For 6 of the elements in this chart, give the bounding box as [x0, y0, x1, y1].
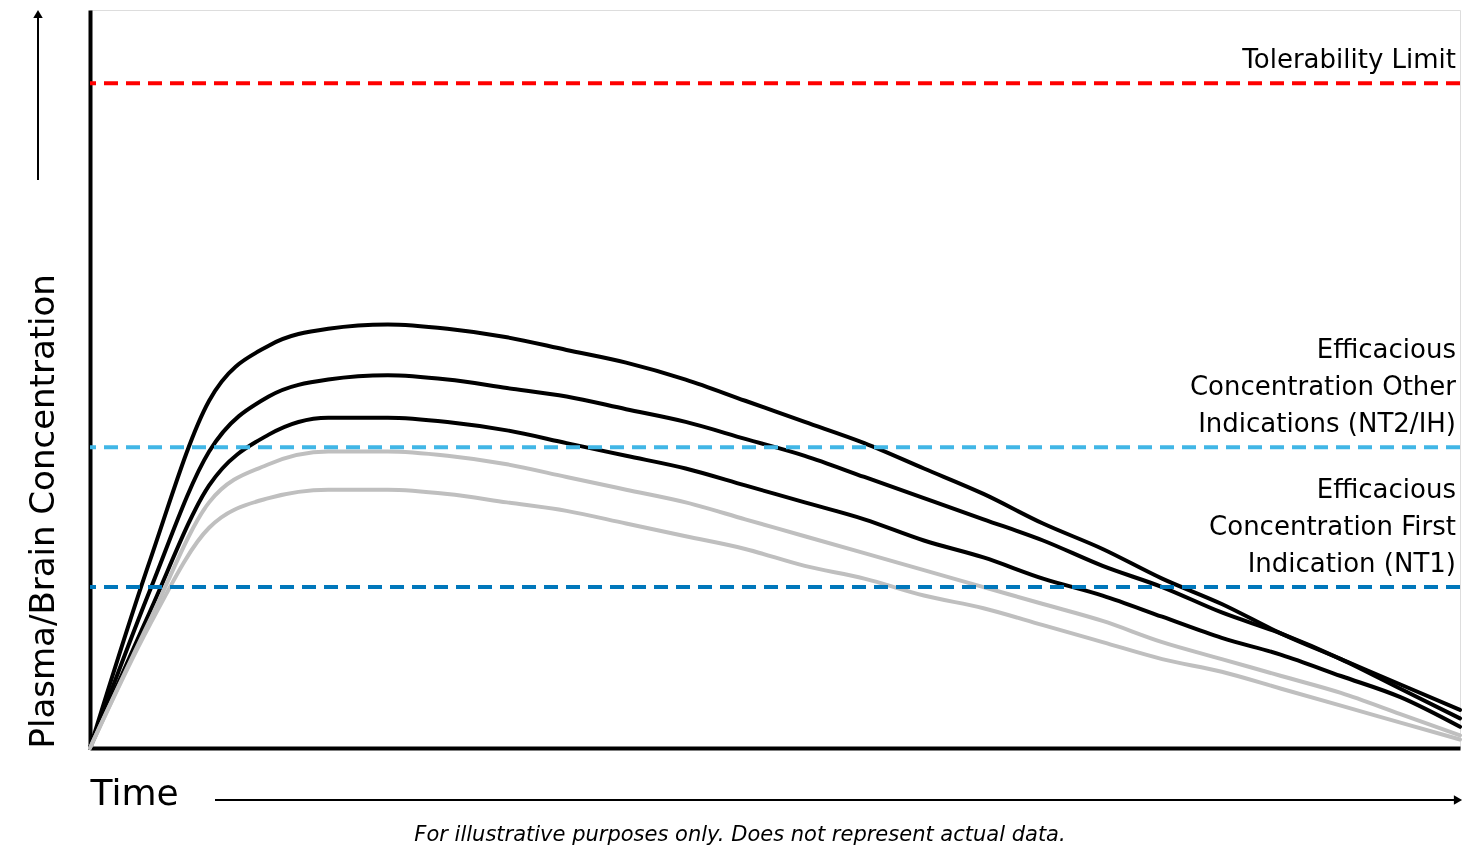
text: For illustrative purposes only. Does not represent actual data. [414, 822, 1066, 846]
ref-line-label: Efficacious Concentration First Indication (NT1) [1209, 474, 1456, 579]
y-axis-title: Plasma/Brain Concentration [21, 274, 62, 749]
x-axis-title: Time [89, 771, 179, 813]
ref-line-label: Tolerability Limit [1241, 44, 1456, 75]
ref-line-label: Efficacious Concentration Other Indications (NT2/IH) [1189, 334, 1457, 439]
